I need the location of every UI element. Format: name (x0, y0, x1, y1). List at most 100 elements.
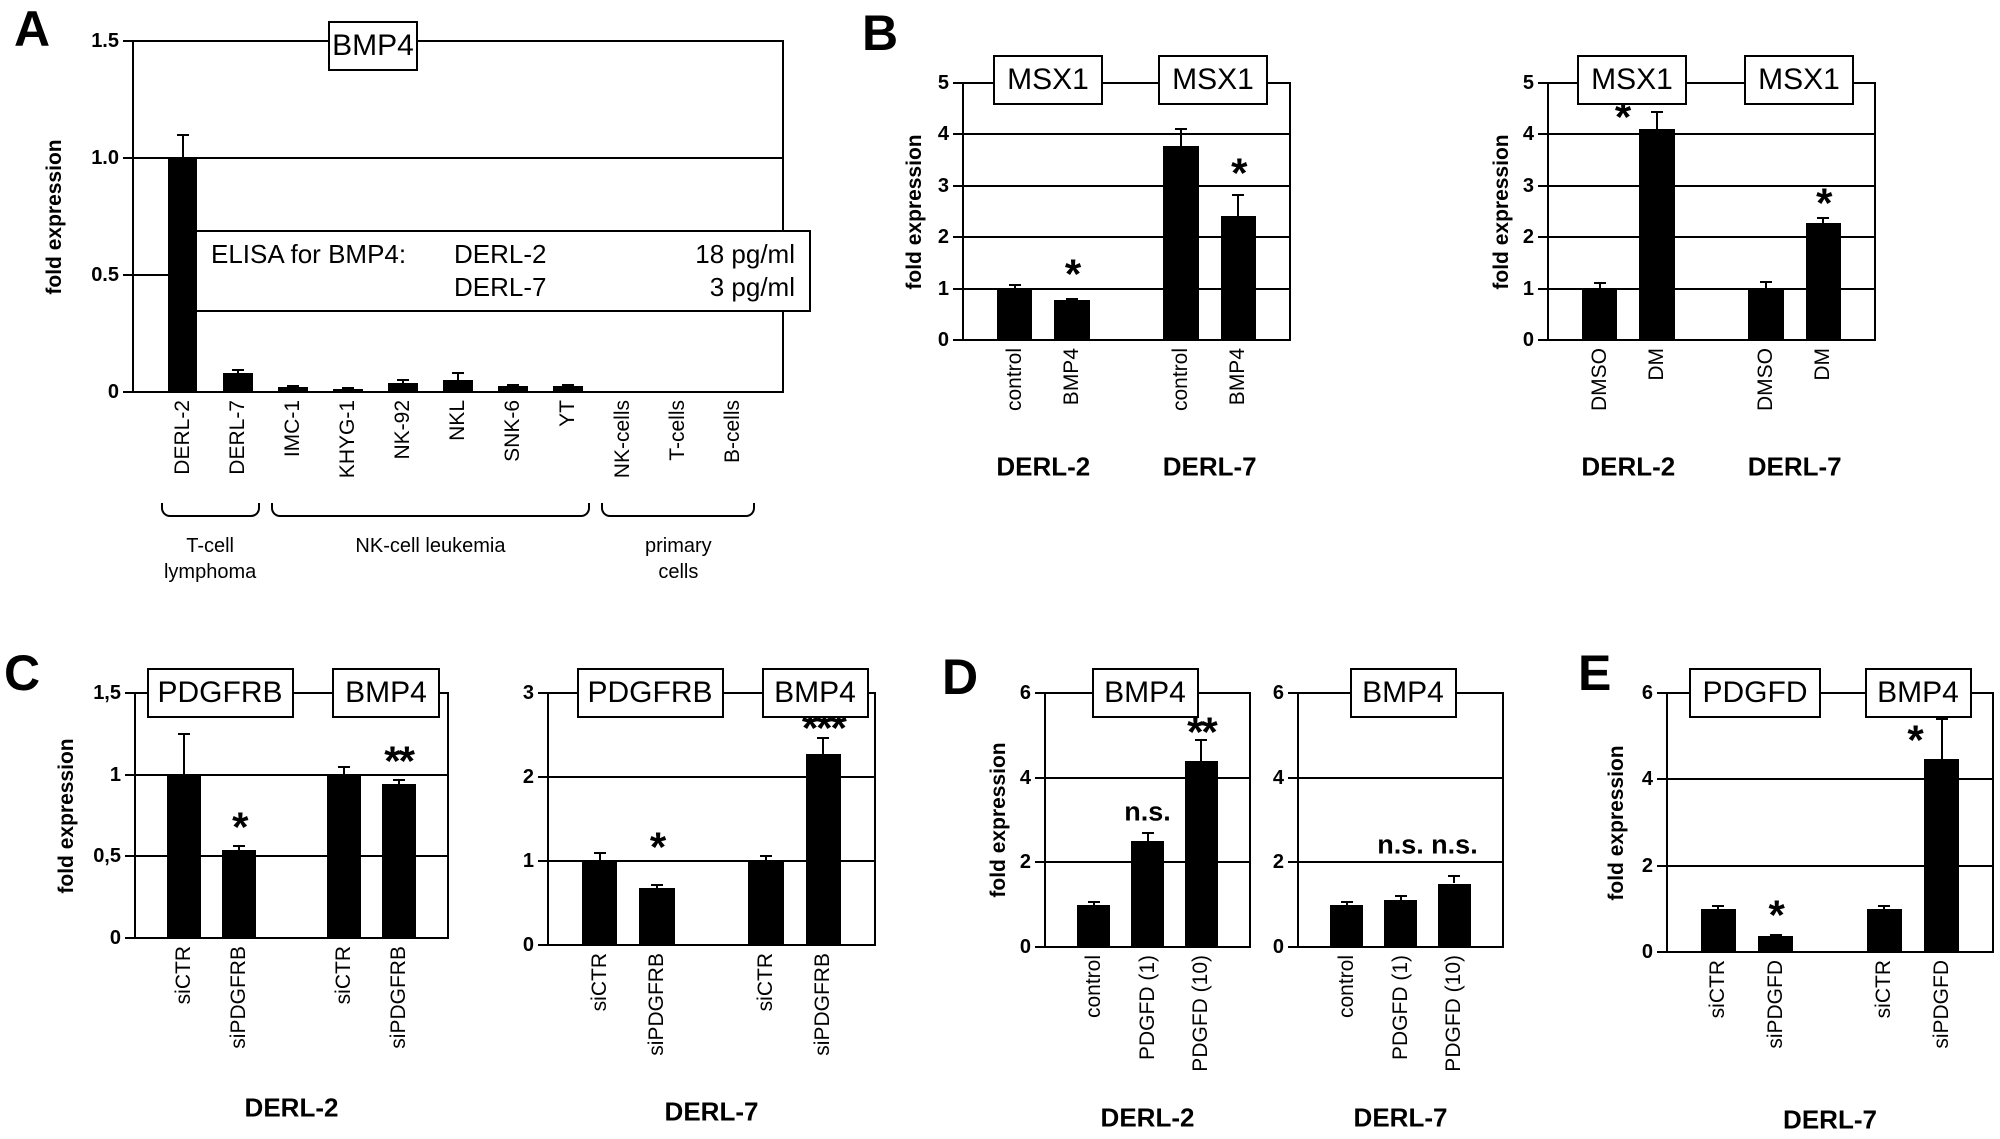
y-axis-tick (1538, 82, 1548, 84)
y-axis-tick (1538, 287, 1548, 290)
y-tick-label: 2 (937, 226, 949, 249)
y-tick-label: 0 (1019, 936, 1031, 958)
error-bar-cap (1340, 900, 1353, 903)
bar (639, 887, 675, 945)
error-bar-cap (1175, 127, 1187, 130)
error-bar-cap (1394, 895, 1407, 898)
y-tick-label: 0 (937, 329, 949, 351)
x-category-label: B-cells (721, 400, 745, 464)
x-category-label: SNK-6 (501, 400, 525, 462)
gridline (1548, 133, 1875, 136)
y-axis-tick (538, 692, 548, 694)
error-bar (183, 733, 186, 775)
error-bar-cap (1878, 905, 1891, 908)
chart-title-box: MSX1 (1744, 55, 1854, 105)
y-axis-tick (953, 236, 963, 239)
gridline (1548, 184, 1875, 187)
panel-letter-e: E (1578, 645, 1612, 701)
y-axis-tick (1288, 692, 1298, 694)
y-tick-label: 1 (109, 763, 121, 786)
bar (1805, 223, 1842, 340)
y-tick-label: 0.5 (91, 264, 119, 286)
x-category-label: PDGFD (10) (1442, 955, 1466, 1072)
y-axis-tick (1657, 951, 1667, 953)
error-bar-cap (1712, 905, 1725, 908)
bar (805, 754, 842, 945)
gridline (135, 773, 448, 776)
error-bar-cap (1935, 717, 1948, 720)
x-category-label: control (1002, 348, 1026, 412)
bar (1866, 908, 1903, 952)
y-tick-label: 0 (1272, 936, 1284, 958)
x-category-label: siPDGFD (1763, 960, 1787, 1049)
bar (1054, 300, 1090, 340)
category-group-bracket (270, 503, 591, 517)
x-category-label: siCTR (754, 953, 777, 1012)
y-axis-tick (1288, 861, 1298, 864)
y-axis-tick (1538, 184, 1548, 187)
error-bar-cap (817, 736, 830, 739)
category-group-label-line: primary (644, 535, 712, 557)
x-category-label: DMSO (1754, 348, 1777, 411)
error-bar (1399, 896, 1402, 901)
y-axis-tick (1657, 864, 1667, 867)
x-category-label: siPDGFRB (227, 946, 251, 1049)
category-group-label: T-cell lymphoma (164, 533, 256, 585)
error-bar-cap (1769, 933, 1782, 936)
significance-marker: * (232, 803, 248, 851)
y-axis-tick (953, 82, 963, 84)
x-category-label: control (1169, 348, 1192, 412)
y-axis-tick (538, 860, 548, 862)
significance-marker: * (1907, 716, 1923, 764)
gridline (1045, 776, 1250, 779)
x-category-label: T-cells (666, 400, 690, 461)
y-axis-tick (1657, 692, 1667, 694)
bar (1184, 760, 1219, 947)
x-category-label: siCTR (331, 946, 355, 1005)
error-bar (1656, 112, 1658, 130)
significance-marker: n.s. (1377, 829, 1424, 860)
elisa-text: 3 pg/ml (709, 272, 795, 303)
x-category-label: IMC-1 (280, 400, 304, 458)
x-category-label: NKL (446, 400, 469, 441)
significance-marker: * (1614, 93, 1631, 141)
chart-title-box: BMP4 (761, 668, 869, 718)
y-tick-label: 0 (109, 927, 121, 949)
bar (1437, 883, 1472, 947)
error-bar-cap (1141, 831, 1154, 834)
y-tick-label: 2 (1522, 226, 1534, 249)
category-group-bracket (601, 503, 756, 517)
y-tick-label: 6 (1641, 682, 1653, 704)
y-axis-tick (1035, 946, 1045, 948)
y-axis-tick (953, 133, 963, 136)
category-group-label-line: NK-cell leukemia (355, 535, 506, 557)
group-label: DERL-2 (996, 451, 1091, 482)
y-tick-label: 0 (522, 934, 534, 956)
y-axis-tick (125, 773, 135, 776)
panel-letter-b: B (862, 5, 899, 61)
bar (1757, 936, 1794, 952)
y-axis-tick (538, 944, 548, 946)
cell-line-label: DERL-7 (664, 1096, 759, 1127)
y-axis-tick (123, 274, 133, 276)
error-bar (1822, 218, 1825, 224)
error-bar-cap (286, 385, 299, 388)
panel-letter-d: D (942, 649, 979, 705)
gridline (548, 776, 875, 778)
y-tick-label: 0 (1522, 329, 1534, 351)
x-category-label: NK-92 (390, 400, 414, 460)
bar (1163, 145, 1199, 340)
x-category-label: BMP4 (1060, 348, 1083, 406)
x-category-label: YT (556, 400, 580, 427)
y-tick-label: 1 (1522, 277, 1534, 300)
category-group-label-line: cells (658, 561, 699, 583)
significance-marker: * (1816, 179, 1832, 227)
chart-title-box: PDGFRB (576, 668, 724, 718)
significance-marker: n.s. (1431, 829, 1478, 860)
y-axis-tick (1538, 133, 1548, 136)
bar (1639, 129, 1675, 340)
group-label: DERL-7 (1747, 451, 1842, 482)
chart-title-box: BMP4 (332, 668, 440, 718)
y-tick-label: 2 (1272, 851, 1284, 874)
error-bar (1200, 740, 1203, 761)
